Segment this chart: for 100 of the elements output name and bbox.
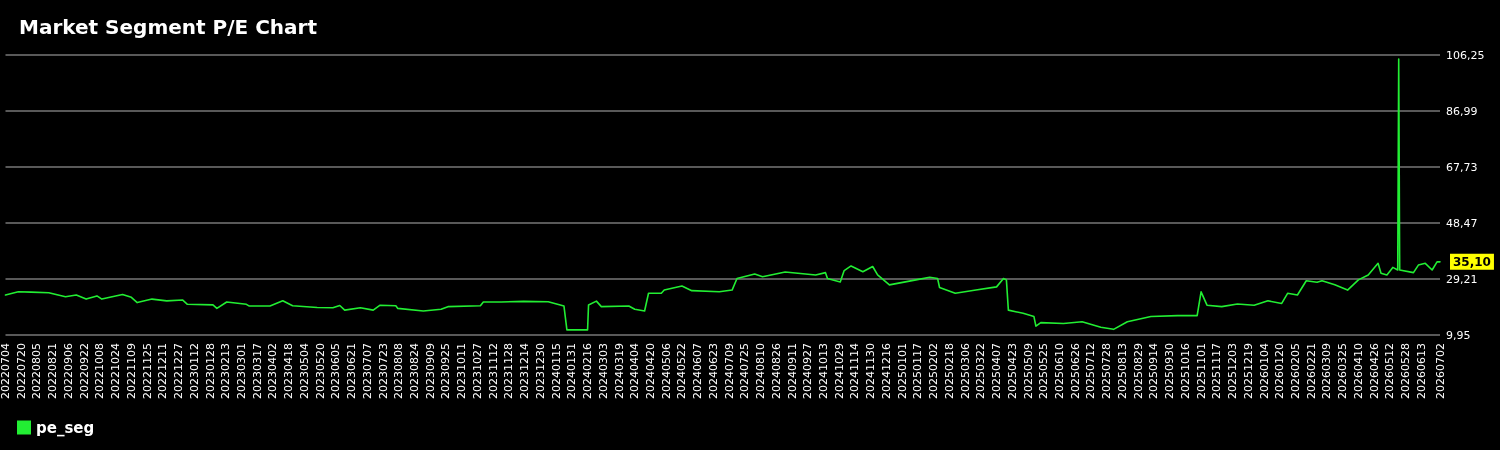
x-tick-label: 20221008 (93, 343, 107, 399)
y-tick-label: 67,73 (1446, 160, 1478, 174)
x-tick-label: 20230808 (392, 343, 406, 399)
x-tick-label: 20231011 (455, 343, 469, 399)
y-tick-label: 86,99 (1446, 104, 1478, 118)
x-tick-label: 20240826 (769, 343, 783, 399)
x-tick-label: 20250626 (1068, 343, 1082, 399)
x-tick-label: 20251203 (1226, 343, 1240, 399)
x-tick-label: 20240506 (659, 343, 673, 399)
x-tick-label: 20231027 (470, 343, 484, 399)
x-tick-label: 20220720 (14, 343, 28, 399)
line-series (4, 58, 1441, 331)
x-tick-label: 20251101 (1194, 343, 1208, 399)
x-tick-label: 20250218 (942, 343, 956, 399)
y-tick-label: 48,47 (1446, 216, 1478, 230)
x-tick-label: 20240115 (549, 343, 563, 399)
x-tick-label: 20240607 (691, 343, 705, 399)
x-tick-label: 20230301 (234, 343, 248, 399)
x-tick-label: 20260512 (1383, 343, 1397, 399)
x-tick-label: 20230909 (423, 343, 437, 399)
x-tick-label: 20250610 (1053, 343, 1066, 399)
x-tick-label: 20240810 (754, 343, 768, 399)
x-tick-label: 20240319 (612, 343, 626, 399)
x-tick-label: 20230112 (187, 343, 201, 399)
x-tick-label: 20221211 (156, 343, 170, 399)
x-tick-label: 20260426 (1367, 343, 1381, 399)
x-tick-label: 20220906 (61, 343, 75, 399)
y-tick-label: 106,25 (1446, 48, 1485, 62)
x-tick-label: 20260120 (1273, 343, 1287, 399)
x-tick-label: 20251117 (1210, 343, 1224, 399)
x-tick-label: 20240404 (628, 343, 642, 399)
x-tick-label: 20230213 (219, 343, 233, 399)
x-tick-label: 20250101 (895, 343, 909, 399)
x-tick-label: 20231112 (486, 343, 500, 399)
x-tick-label: 20221227 (172, 343, 186, 399)
x-tick-label: 20250322 (974, 343, 988, 399)
chart-title: Market Segment P/E Chart (19, 15, 318, 39)
x-tick-label: 20240420 (643, 343, 657, 399)
x-tick-label: 20250525 (1037, 343, 1051, 399)
x-tick-label: 20230824 (408, 343, 422, 399)
x-tick-label: 20230925 (439, 343, 453, 399)
x-tick-label: 20241216 (879, 343, 893, 399)
legend-label: pe_seg (36, 418, 95, 437)
x-tick-label: 20260410 (1351, 343, 1365, 399)
x-tick-label: 20241013 (817, 343, 831, 399)
x-tick-label: 20250509 (1021, 343, 1035, 399)
x-tick-label: 20260309 (1320, 343, 1334, 399)
x-tick-label: 20240623 (706, 343, 720, 399)
x-tick-label: 20241130 (864, 343, 878, 399)
x-tick-label: 20240303 (596, 343, 610, 399)
x-tick-label: 20220922 (77, 343, 91, 399)
x-tick-label: 20240725 (738, 343, 752, 399)
y-tick-label: 9,95 (1446, 328, 1471, 342)
x-tick-label: 20221109 (124, 343, 138, 399)
x-tick-label: 20260221 (1304, 343, 1318, 399)
x-tick-label: 20250117 (911, 343, 925, 399)
x-tick-label: 20230520 (313, 343, 327, 399)
x-tick-label: 20260613 (1414, 343, 1428, 399)
x-tick-label: 20240522 (675, 343, 689, 399)
x-tick-label: 20241114 (848, 343, 862, 399)
x-tick-label: 20240216 (581, 343, 595, 399)
x-tick-label: 20231230 (533, 343, 547, 399)
x-tick-label: 20230128 (203, 343, 217, 399)
x-tick-label: 20250407 (990, 343, 1004, 399)
x-tick-label: 20220821 (46, 343, 60, 399)
x-tick-label: 20250306 (958, 343, 972, 399)
x-tick-label: 20260104 (1257, 343, 1271, 399)
x-tick-label: 20251016 (1178, 343, 1192, 399)
x-tick-label: 20230707 (360, 343, 374, 399)
x-tick-label: 20250202 (927, 343, 941, 399)
x-tick-label: 20231214 (518, 343, 532, 399)
x-tick-label: 20221024 (109, 343, 123, 399)
x-tick-label: 20250423 (1005, 343, 1019, 399)
x-tick-label: 20251219 (1241, 343, 1255, 399)
y-tick-label: 29,21 (1446, 272, 1478, 286)
x-tick-label: 20230621 (345, 343, 359, 399)
x-tick-label: 20260325 (1336, 343, 1350, 399)
x-tick-label: 20250728 (1100, 343, 1114, 399)
x-tick-label: 20230418 (282, 343, 296, 399)
x-tick-label: 20240131 (565, 343, 579, 399)
x-tick-label: 20230723 (376, 343, 390, 399)
x-tick-label: 20221125 (140, 343, 154, 399)
x-tick-label: 20231128 (502, 343, 516, 399)
x-tick-label: 20250813 (1115, 343, 1129, 399)
x-tick-label: 20220805 (30, 343, 44, 399)
x-tick-label: 20230605 (329, 343, 343, 399)
x-tick-label: 20240927 (801, 343, 815, 399)
x-tick-label: 20241029 (832, 343, 846, 399)
x-tick-label: 20260702 (1433, 343, 1447, 399)
annotation: 35,10 (1453, 254, 1491, 269)
x-tick-label: 20260205 (1288, 343, 1302, 399)
x-tick-label: 20240709 (722, 343, 736, 399)
x-tick-label: 20250914 (1147, 343, 1161, 399)
x-tick-label: 20230504 (297, 343, 311, 399)
x-tick-label: 20220704 (0, 343, 12, 399)
x-tick-label: 20240911 (785, 343, 799, 399)
x-tick-label: 20230317 (250, 343, 264, 399)
x-tick-label: 20250829 (1131, 343, 1145, 399)
x-tick-label: 20230402 (266, 343, 280, 399)
x-tick-label: 20260528 (1399, 343, 1413, 399)
